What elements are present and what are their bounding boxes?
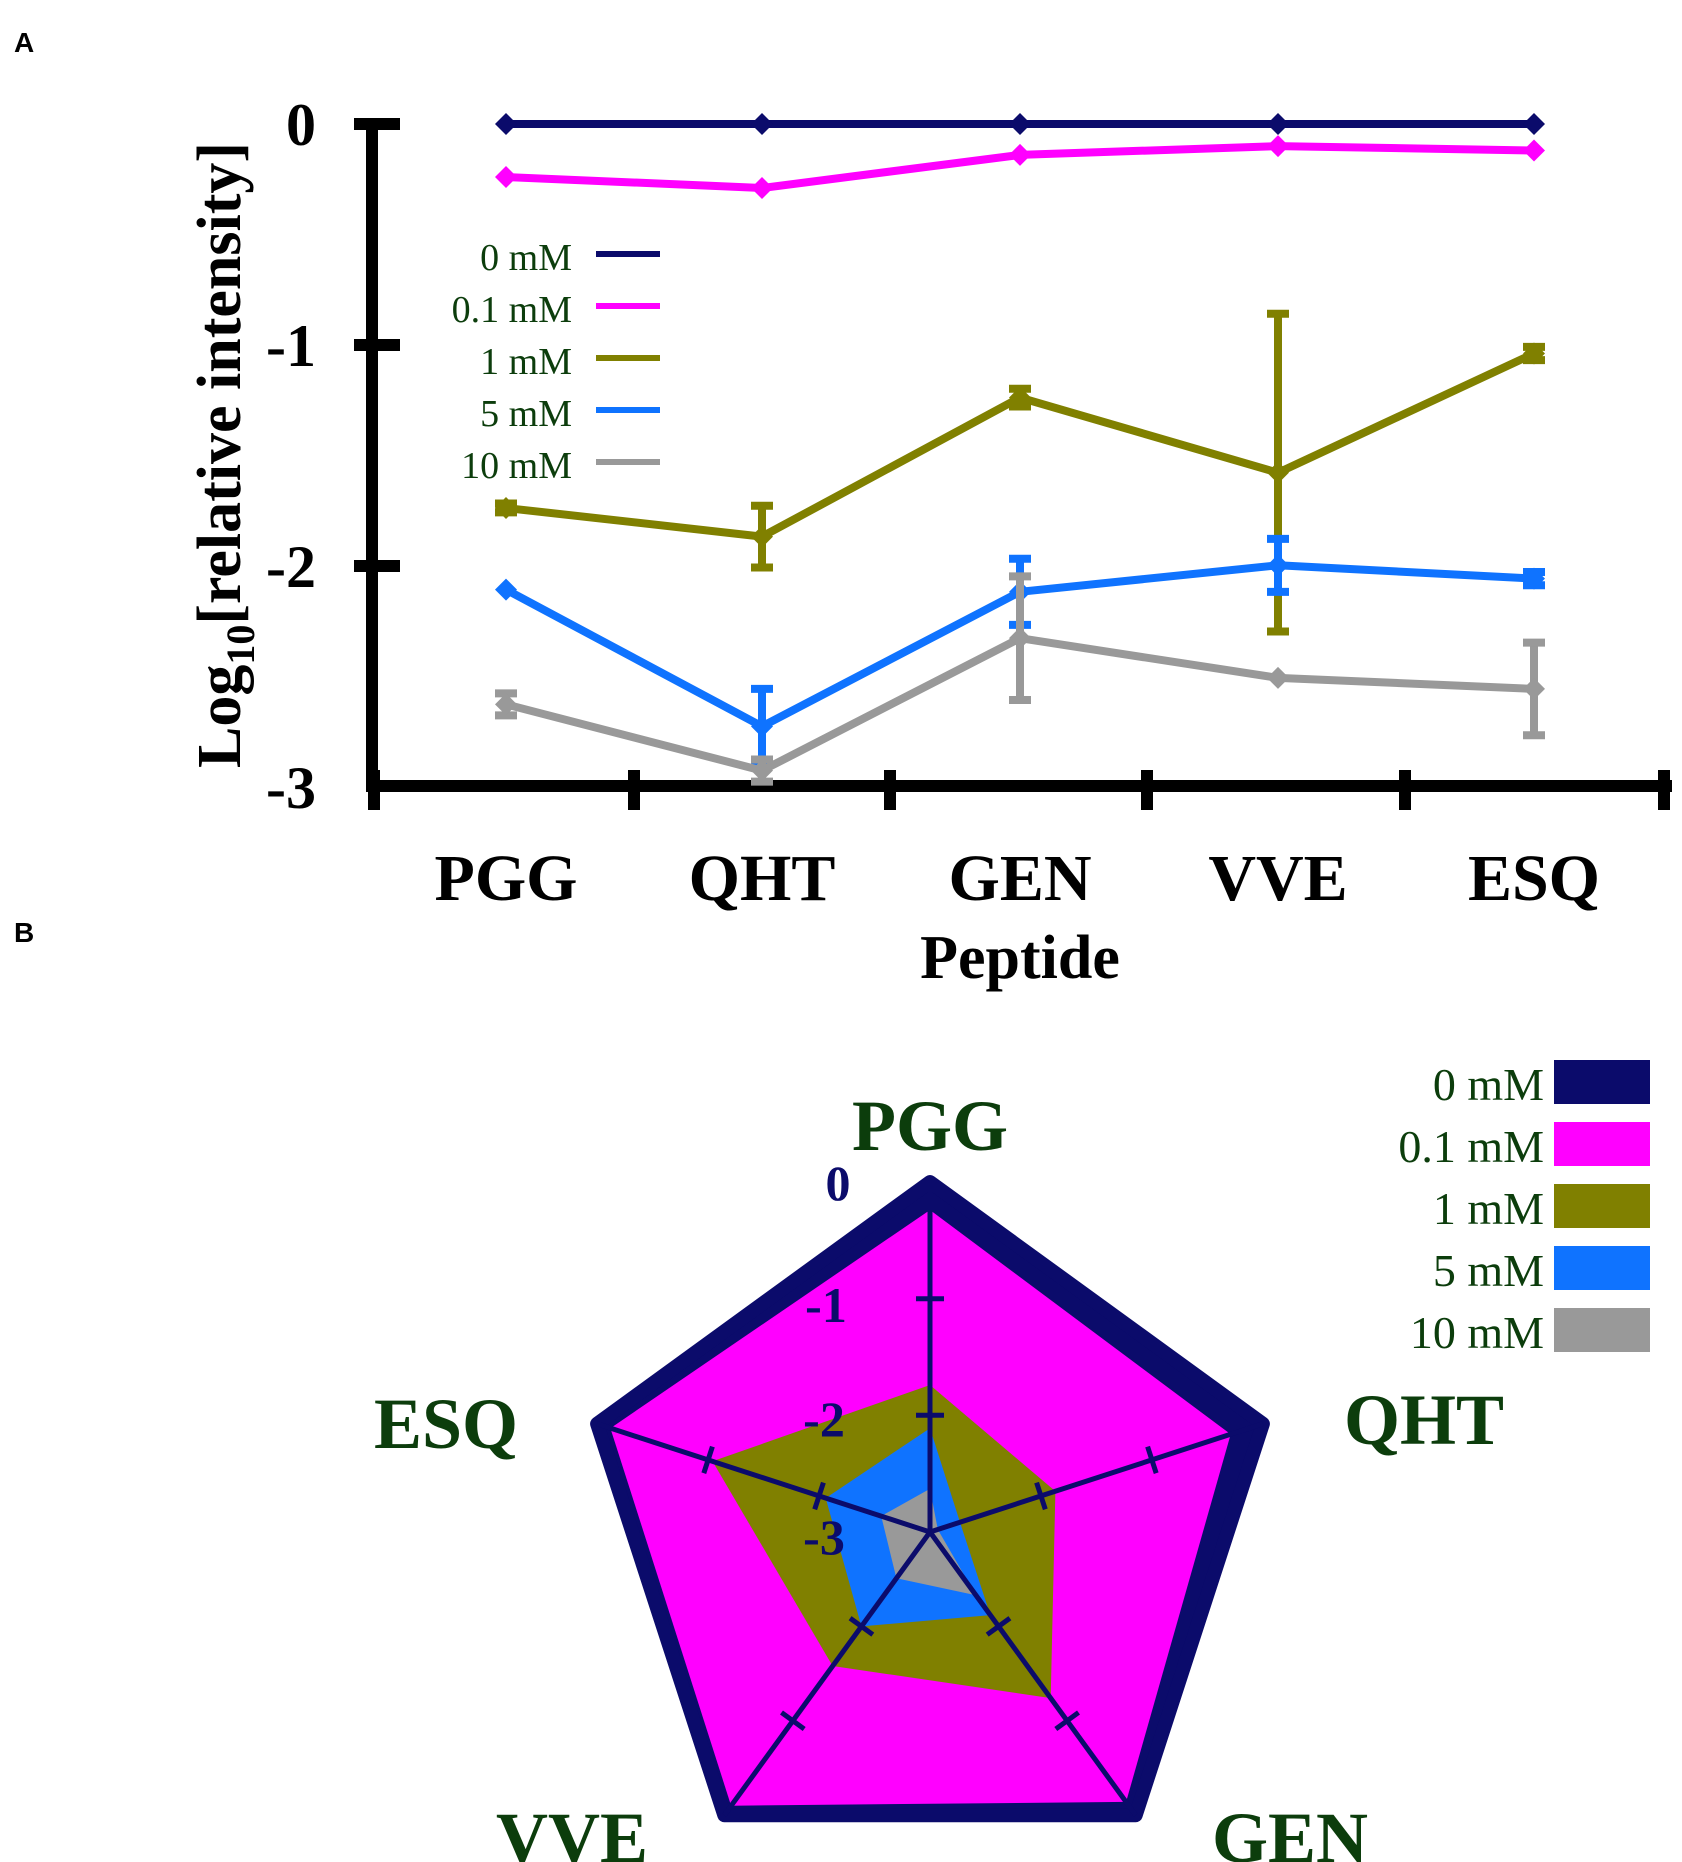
panel-a-letter: A: [14, 27, 34, 58]
y-axis-title-sub: 10: [218, 625, 263, 665]
radar-tick-1-1: [1145, 1445, 1159, 1474]
radar-category-gen: GEN: [1212, 1798, 1368, 1862]
radar-tick-3-1: [780, 1710, 806, 1732]
legend-a-label-2: 1 mM: [480, 341, 572, 383]
data-point-1-mm-0: [495, 496, 517, 519]
series-line-1-mm: [505, 349, 1536, 541]
data-point-5-mm-1: [751, 715, 773, 738]
radar-tick-2-1: [1054, 1710, 1080, 1732]
data-point-5-mm-0: [495, 578, 517, 601]
y-tick-label-3: -3: [266, 755, 316, 821]
legend-b-swatch-1: [1554, 1122, 1650, 1166]
radar-category-qht: QHT: [1344, 1380, 1504, 1460]
data-point-5-mm-3: [1267, 554, 1289, 577]
data-point-0p1-mm-4: [1523, 139, 1545, 162]
data-point-10-mm-0: [495, 693, 517, 716]
legend-a-label-0: 0 mM: [480, 237, 572, 279]
data-point-0-mm-3: [1267, 113, 1289, 135]
x-category-label-2: GEN: [948, 842, 1091, 915]
legend-a-label-1: 0.1 mM: [452, 289, 572, 331]
radar-category-esq: ESQ: [374, 1384, 518, 1464]
data-point-1-mm-3: [1267, 461, 1289, 484]
data-point-0p1-mm-1: [751, 176, 773, 199]
radar-tick-2-2: [985, 1616, 1012, 1637]
x-category-label-3: VVE: [1208, 842, 1347, 915]
data-point-0p1-mm-0: [495, 165, 517, 188]
legend-b-swatch-4: [1554, 1308, 1650, 1352]
radar-axis-1: [929, 1421, 1264, 1535]
x-category-label-1: QHT: [689, 842, 836, 915]
legend-b-swatch-3: [1554, 1246, 1650, 1290]
y-tick-label-1: -1: [266, 313, 316, 379]
data-point-10-mm-4: [1523, 677, 1545, 700]
data-point-0-mm-0: [495, 113, 517, 135]
panel-a-line-chart: 0 -1 -2 -3 Log10[relative intensity] PGG…: [186, 92, 1672, 992]
y-tick-label-2: -2: [266, 534, 316, 600]
y-axis-title-main: Log: [186, 665, 254, 768]
legend-b-swatch-0: [1554, 1060, 1650, 1104]
data-point-10-mm-1: [751, 759, 773, 782]
legend-b-label-2: 1 mM: [1433, 1183, 1544, 1234]
radar-axis-4: [596, 1421, 931, 1535]
legend-b-label-3: 5 mM: [1433, 1245, 1544, 1296]
radar-tick-label-0: 0: [826, 1155, 851, 1211]
x-category-label-0: PGG: [435, 842, 578, 915]
x-axis-title: Peptide: [920, 924, 1120, 992]
legend-panel-a: 0 mM 0.1 mM 1 mM 5 mM 10 mM: [452, 237, 660, 487]
radar-tick-4-1: [701, 1445, 715, 1474]
data-point-0p1-mm-2: [1009, 143, 1031, 166]
legend-a-label-4: 10 mM: [461, 445, 572, 487]
legend-b-swatch-2: [1554, 1184, 1650, 1228]
data-point-0p1-mm-3: [1267, 135, 1289, 158]
radar-axis-group: [596, 1182, 1264, 1817]
radar-tick-label-2: -2: [803, 1391, 845, 1447]
data-point-0-mm-2: [1009, 113, 1031, 135]
data-point-1-mm-4: [1523, 342, 1545, 365]
data-point-10-mm-2: [1009, 627, 1031, 650]
radar-category-vve: VVE: [496, 1798, 648, 1862]
y-axis-title-rest: [relative intensity]: [186, 142, 254, 625]
y-tick-label-0: 0: [286, 92, 316, 158]
legend-a-label-3: 5 mM: [480, 393, 572, 435]
legend-b-label-1: 0.1 mM: [1398, 1121, 1544, 1172]
panel-b-radar-chart: 0 -1 -2 -3 PGG QHT GEN VVE ESQ 0 mM 0.1 …: [374, 1059, 1650, 1862]
radar-axis-2: [927, 1530, 1138, 1817]
data-point-1-mm-1: [751, 525, 773, 548]
legend-b-label-0: 0 mM: [1433, 1059, 1544, 1110]
data-point-1-mm-2: [1009, 386, 1031, 409]
radar-category-pgg: PGG: [852, 1086, 1008, 1166]
data-point-0-mm-1: [751, 113, 773, 135]
data-point-10-mm-3: [1267, 666, 1289, 689]
y-axis-title: Log10[relative intensity]: [186, 142, 263, 768]
radar-tick-label-3: -3: [803, 1509, 845, 1565]
line-series-group: [495, 113, 1545, 786]
radar-tick-1-2: [1034, 1481, 1048, 1511]
legend-b-label-4: 10 mM: [1410, 1307, 1544, 1358]
data-point-0-mm-4: [1523, 113, 1545, 135]
legend-panel-b: 0 mM 0.1 mM 1 mM 5 mM 10 mM: [1398, 1059, 1650, 1358]
radar-tick-3-2: [848, 1616, 875, 1637]
x-category-label-4: ESQ: [1468, 842, 1600, 915]
radar-tick-4-2: [812, 1481, 826, 1511]
data-point-5-mm-4: [1523, 567, 1545, 590]
radar-tick-label-1: -1: [805, 1277, 847, 1333]
radar-axis-3: [722, 1530, 933, 1817]
panel-b-letter: B: [14, 917, 34, 948]
